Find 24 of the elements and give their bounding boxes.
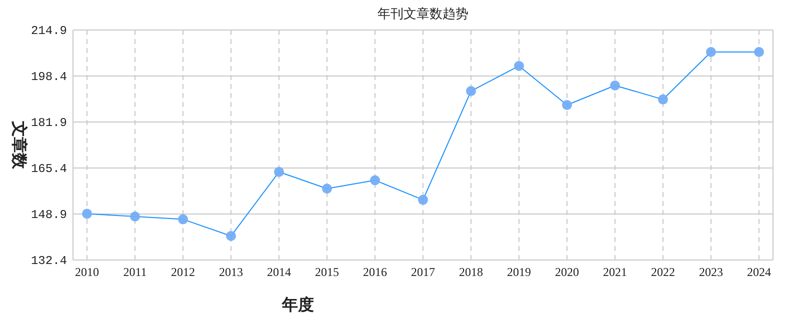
y-tick-label: 198.4 xyxy=(30,70,67,84)
x-tick-label: 2015 xyxy=(315,265,339,279)
y-tick-label: 148.9 xyxy=(30,208,67,222)
y-axis-title: 文章数 xyxy=(10,120,28,170)
x-tick-label: 2013 xyxy=(219,265,243,279)
x-tick-label: 2011 xyxy=(123,265,147,279)
x-tick-label: 2010 xyxy=(75,265,99,279)
x-tick-label: 2018 xyxy=(459,265,483,279)
x-tick-label: 2017 xyxy=(411,265,435,279)
x-tick-label: 2021 xyxy=(603,265,627,279)
x-axis-title: 年度 xyxy=(281,295,314,314)
y-tick-label: 165.4 xyxy=(30,162,67,176)
y-tick-label: 181.9 xyxy=(30,116,67,130)
x-tick-label: 2019 xyxy=(507,265,531,279)
x-tick-label: 2016 xyxy=(363,265,387,279)
y-tick-label: 132.4 xyxy=(30,254,67,268)
x-tick-label: 2020 xyxy=(555,265,579,279)
y-tick-label: 214.9 xyxy=(30,24,67,38)
x-tick-label: 2012 xyxy=(171,265,195,279)
x-tick-label: 2023 xyxy=(699,265,723,279)
x-tick-label: 2024 xyxy=(747,265,771,279)
x-tick-label: 2022 xyxy=(651,265,675,279)
x-tick-label: 2014 xyxy=(267,265,291,279)
chart-title: 年刊文章数趋势 xyxy=(378,6,468,21)
